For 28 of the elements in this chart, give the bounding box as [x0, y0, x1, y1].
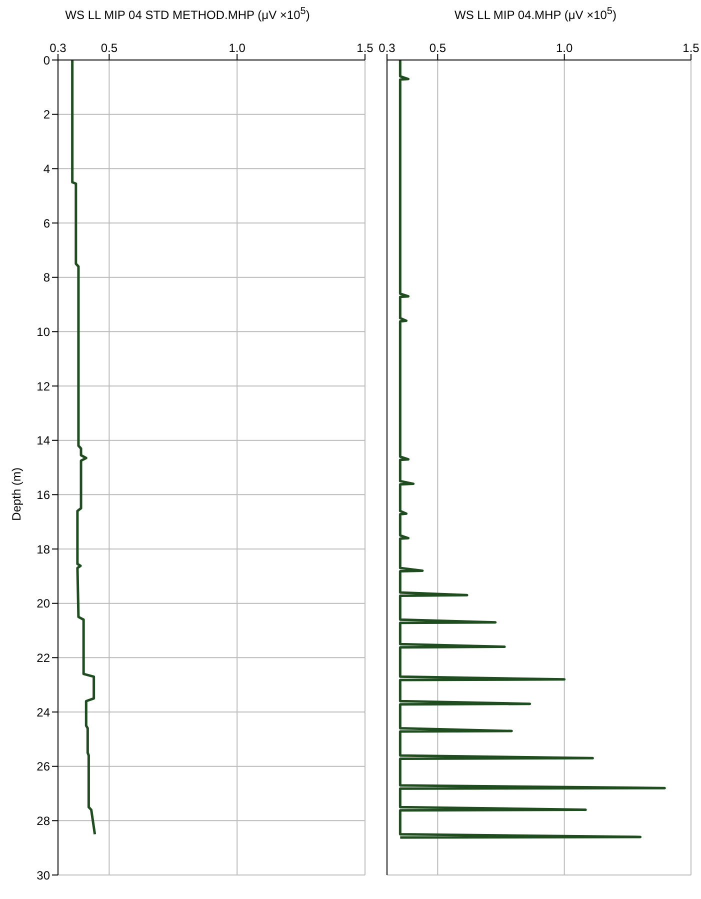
x-tick-label: 1.5	[682, 41, 700, 55]
line-series	[71, 60, 96, 836]
y-tick-label: 20	[36, 596, 50, 611]
y-tick-label: 16	[36, 488, 50, 502]
y-tick-label: 22	[36, 650, 50, 665]
x-tick-label: 1.5	[356, 41, 374, 55]
y-tick-label: 30	[36, 868, 50, 882]
y-tick-label: 6	[43, 216, 50, 230]
x-tick-label: 1.0	[556, 41, 573, 55]
y-tick-label: 0	[43, 53, 50, 68]
y-tick-label: 14	[36, 434, 50, 448]
y-tick-label: 2	[43, 108, 50, 122]
y-tick-label: 26	[36, 760, 50, 774]
y-tick-label: 12	[36, 379, 50, 394]
x-tick-label: 0.3	[378, 41, 396, 55]
y-axis-title: Depth (m)	[9, 467, 24, 521]
y-tick-label: 24	[36, 705, 50, 720]
y-tick-label: 8	[43, 270, 50, 285]
y-tick-label: 10	[36, 324, 50, 339]
y-tick-label: 28	[36, 814, 50, 828]
x-tick-label: 0.5	[429, 41, 446, 55]
chart-title: WS LL MIP 04 STD METHOD.MHP (μV ×10$^{5}$)	[64, 6, 311, 22]
x-tick-label: 0.3	[50, 41, 67, 55]
chart-title: WS LL MIP 04.MHP (μV ×10$^{5}$)	[454, 6, 618, 22]
x-tick-label: 0.5	[100, 41, 118, 55]
y-tick-label: 4	[43, 162, 50, 176]
y-tick-label: 18	[36, 542, 50, 556]
x-tick-label: 1.0	[228, 41, 246, 55]
